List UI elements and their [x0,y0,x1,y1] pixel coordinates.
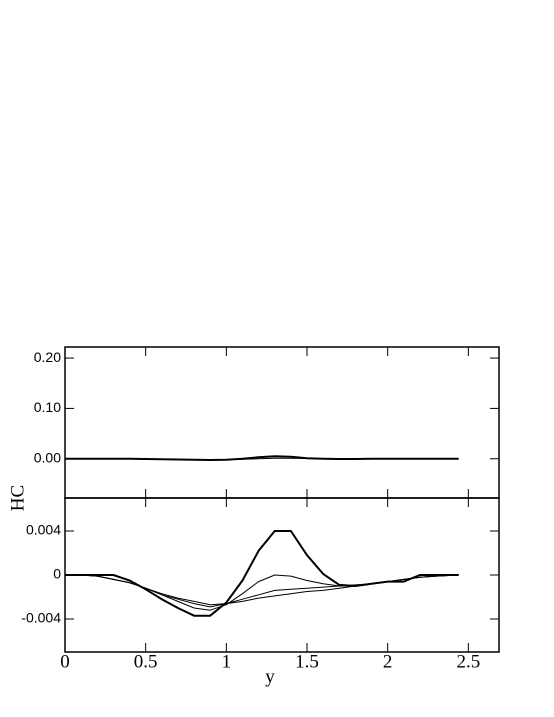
y-axis-label: HC [7,485,28,511]
x-tick-label: 2 [383,651,393,672]
y-tick-label: 0.004 [26,522,61,538]
x-axis-label: y [265,666,275,687]
line-series [65,530,459,617]
x-tick-label: 1.5 [295,651,319,672]
y-tick-label: -0.004 [21,610,61,626]
x-tick-label: 0.5 [134,651,158,672]
line-series [65,455,459,461]
x-tick-label: 2.5 [456,651,480,672]
y-tick-label: 0.20 [34,349,61,365]
line-series [65,574,459,606]
line-series [65,457,459,461]
x-tick-label: 1 [222,651,232,672]
y-tick-label: 0.00 [34,449,61,465]
y-tick-label: 0.10 [34,399,61,415]
y-tick-label: 0 [53,566,61,582]
x-tick-label: 0 [60,651,70,672]
plot-frame [64,346,500,499]
